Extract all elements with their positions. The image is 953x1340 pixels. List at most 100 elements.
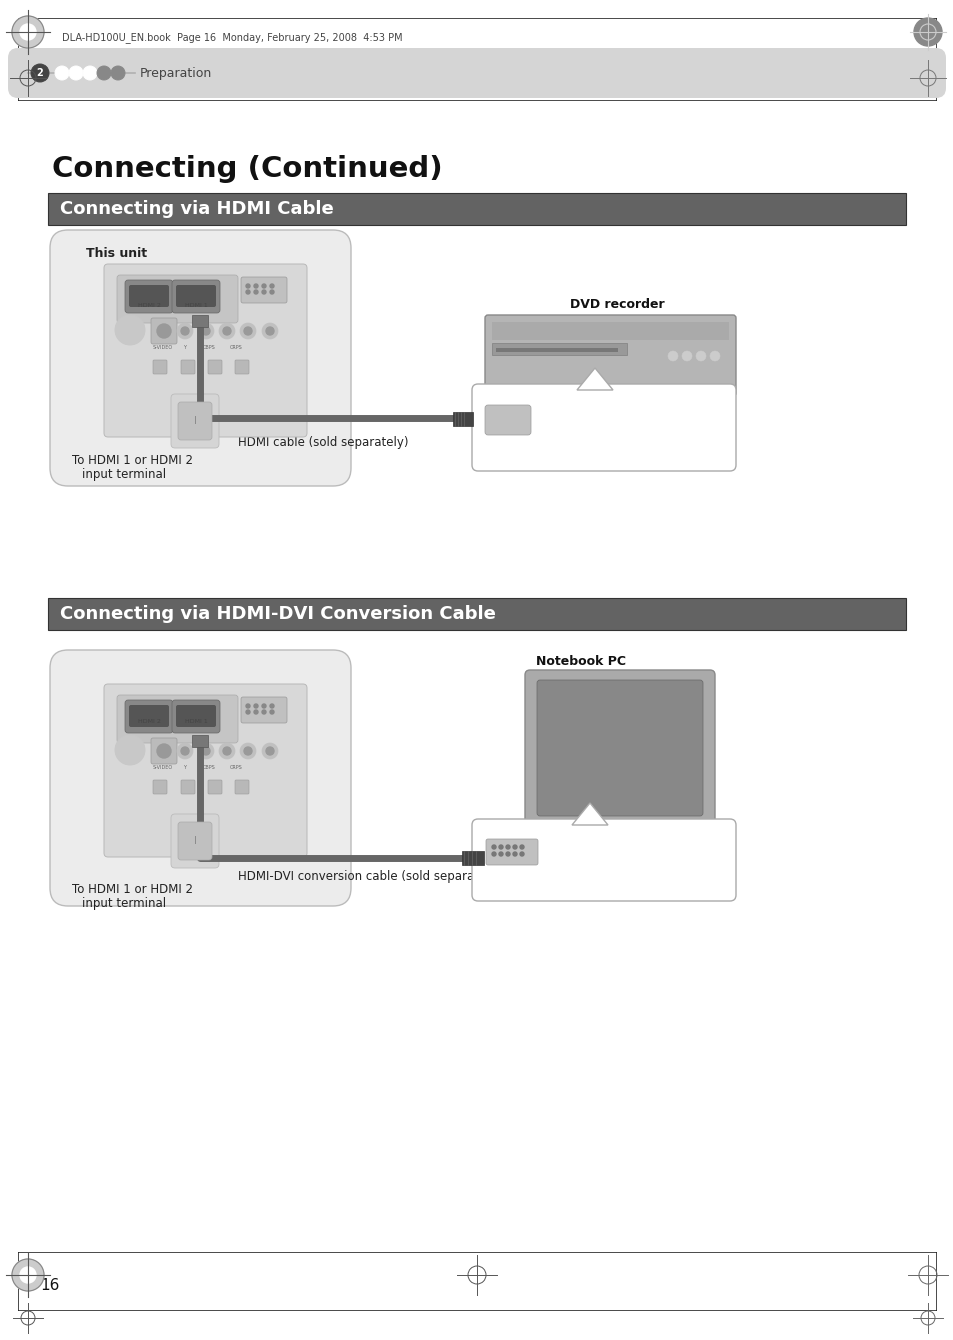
- Circle shape: [505, 846, 510, 850]
- FancyBboxPatch shape: [8, 48, 945, 98]
- Circle shape: [709, 351, 720, 360]
- Circle shape: [198, 742, 213, 758]
- Text: CRPS: CRPS: [230, 344, 242, 350]
- Circle shape: [696, 351, 705, 360]
- Circle shape: [262, 284, 266, 288]
- Text: Y: Y: [183, 765, 186, 770]
- Bar: [492, 322, 728, 340]
- Circle shape: [83, 66, 97, 80]
- Circle shape: [30, 64, 49, 82]
- Circle shape: [270, 289, 274, 293]
- FancyBboxPatch shape: [172, 280, 220, 314]
- FancyBboxPatch shape: [171, 813, 219, 868]
- FancyBboxPatch shape: [181, 780, 194, 795]
- Circle shape: [681, 351, 691, 360]
- FancyBboxPatch shape: [537, 679, 702, 816]
- Circle shape: [198, 323, 213, 339]
- Text: DLA-HD100U_EN.book  Page 16  Monday, February 25, 2008  4:53 PM: DLA-HD100U_EN.book Page 16 Monday, Febru…: [62, 32, 402, 43]
- Circle shape: [492, 846, 496, 850]
- Text: Y: Y: [183, 344, 186, 350]
- Circle shape: [177, 742, 193, 758]
- Bar: [492, 343, 626, 355]
- Text: Connecting via HDMI Cable: Connecting via HDMI Cable: [60, 200, 334, 218]
- FancyBboxPatch shape: [472, 385, 735, 470]
- Text: To HDMI 1 or HDMI 2: To HDMI 1 or HDMI 2: [71, 883, 193, 896]
- Circle shape: [111, 66, 125, 80]
- Circle shape: [115, 736, 145, 765]
- Circle shape: [181, 746, 189, 754]
- FancyBboxPatch shape: [586, 850, 652, 868]
- FancyBboxPatch shape: [151, 738, 177, 764]
- Circle shape: [240, 742, 255, 758]
- Circle shape: [246, 710, 250, 714]
- FancyBboxPatch shape: [104, 264, 307, 437]
- Circle shape: [181, 327, 189, 335]
- Text: HDMI 1: HDMI 1: [185, 303, 207, 308]
- Circle shape: [513, 852, 517, 856]
- Text: Connecting via HDMI-DVI Conversion Cable: Connecting via HDMI-DVI Conversion Cable: [60, 604, 496, 623]
- FancyBboxPatch shape: [497, 391, 526, 405]
- Text: I: I: [193, 415, 196, 426]
- Circle shape: [246, 289, 250, 293]
- Bar: [192, 315, 208, 327]
- Text: Notebook PC: Notebook PC: [536, 655, 625, 669]
- FancyBboxPatch shape: [129, 705, 169, 728]
- Circle shape: [253, 710, 257, 714]
- FancyBboxPatch shape: [171, 394, 219, 448]
- FancyBboxPatch shape: [700, 391, 729, 405]
- Text: This unit: This unit: [86, 655, 147, 669]
- Circle shape: [519, 852, 523, 856]
- Circle shape: [266, 746, 274, 754]
- Circle shape: [223, 327, 231, 335]
- FancyBboxPatch shape: [129, 285, 169, 307]
- Circle shape: [253, 704, 257, 708]
- Bar: [48, 598, 905, 630]
- Bar: [461, 851, 483, 866]
- Circle shape: [219, 323, 234, 339]
- Circle shape: [270, 284, 274, 288]
- Circle shape: [513, 846, 517, 850]
- FancyBboxPatch shape: [241, 277, 287, 303]
- Text: CRPS: CRPS: [230, 765, 242, 770]
- Text: S-VIDEO: S-VIDEO: [152, 765, 172, 770]
- Circle shape: [498, 852, 502, 856]
- FancyBboxPatch shape: [50, 650, 351, 906]
- Text: CBPS: CBPS: [203, 765, 215, 770]
- FancyBboxPatch shape: [152, 360, 167, 374]
- Circle shape: [498, 846, 502, 850]
- FancyBboxPatch shape: [234, 780, 249, 795]
- Text: To HDMI 1 or HDMI 2: To HDMI 1 or HDMI 2: [71, 454, 193, 468]
- Circle shape: [12, 1260, 44, 1290]
- Polygon shape: [572, 803, 607, 825]
- Text: Preparation: Preparation: [140, 67, 212, 79]
- Circle shape: [262, 710, 266, 714]
- FancyBboxPatch shape: [516, 821, 723, 874]
- Text: input terminal: input terminal: [82, 468, 166, 481]
- Text: DVD recorder: DVD recorder: [569, 297, 664, 311]
- FancyBboxPatch shape: [241, 697, 287, 724]
- Circle shape: [244, 746, 252, 754]
- FancyBboxPatch shape: [125, 699, 172, 733]
- Circle shape: [262, 704, 266, 708]
- FancyBboxPatch shape: [485, 839, 537, 866]
- Circle shape: [20, 24, 36, 40]
- Circle shape: [246, 704, 250, 708]
- Text: HDMI output terminal: HDMI output terminal: [536, 409, 679, 422]
- Bar: [453, 411, 473, 426]
- FancyBboxPatch shape: [178, 402, 212, 440]
- FancyBboxPatch shape: [175, 285, 215, 307]
- Circle shape: [219, 742, 234, 758]
- Circle shape: [270, 710, 274, 714]
- FancyBboxPatch shape: [125, 280, 172, 314]
- FancyBboxPatch shape: [234, 360, 249, 374]
- FancyBboxPatch shape: [117, 275, 237, 323]
- Circle shape: [115, 315, 145, 344]
- FancyBboxPatch shape: [524, 670, 714, 829]
- Circle shape: [913, 17, 941, 46]
- Circle shape: [246, 284, 250, 288]
- FancyBboxPatch shape: [117, 695, 237, 742]
- Circle shape: [244, 327, 252, 335]
- Polygon shape: [577, 369, 613, 390]
- FancyBboxPatch shape: [181, 360, 194, 374]
- Circle shape: [253, 284, 257, 288]
